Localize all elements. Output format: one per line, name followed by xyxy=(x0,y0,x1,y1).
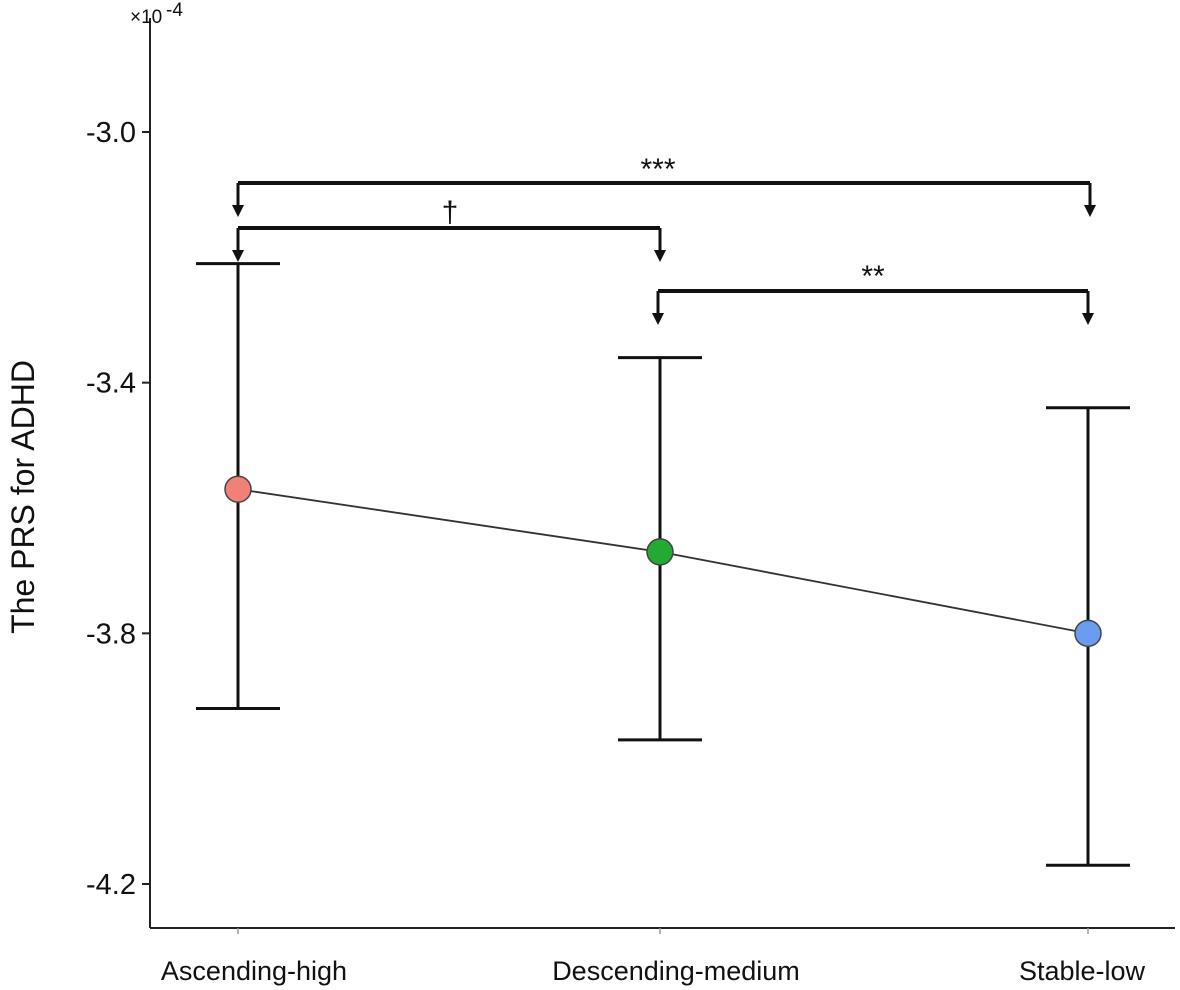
x-ticks: Ascending-high Descending-medium Stable-lo… xyxy=(161,928,1146,986)
y-tick-label: -3.0 xyxy=(86,117,136,149)
data-point-3 xyxy=(1074,619,1102,648)
y-tick-label: -3.4 xyxy=(86,368,136,400)
bracket-arrowhead xyxy=(1084,205,1096,217)
significance-label: † xyxy=(442,196,459,229)
y-tick-label: -4.2 xyxy=(86,869,136,901)
x-tick-label: Ascending-high xyxy=(161,956,347,986)
data-point-1 xyxy=(224,475,252,503)
bracket-arrowhead xyxy=(1082,313,1094,325)
y-axis-title: The PRS for ADHD xyxy=(5,360,41,634)
x-tick-label: Stable-low xyxy=(1019,956,1146,986)
significance-label: ** xyxy=(861,260,885,293)
x-tick-label: Descending-medium xyxy=(552,956,800,986)
bracket-arrowhead xyxy=(232,250,244,262)
series xyxy=(224,475,1102,648)
bracket-arrowhead xyxy=(232,205,244,217)
data-point-2 xyxy=(646,538,674,566)
significance-brackets: *** † ** xyxy=(232,153,1096,325)
y-multiplier-exponent: -4 xyxy=(166,0,183,21)
bracket-arrowhead xyxy=(652,313,664,325)
significance-label: *** xyxy=(640,153,675,186)
y-ticks: -3.0 -3.4 -3.8 -4.2 xyxy=(86,117,150,901)
y-multiplier-label: ×10 xyxy=(130,7,162,28)
y-tick-label: -3.8 xyxy=(86,618,136,650)
axes xyxy=(149,18,1175,929)
bracket-arrowhead xyxy=(654,250,666,262)
